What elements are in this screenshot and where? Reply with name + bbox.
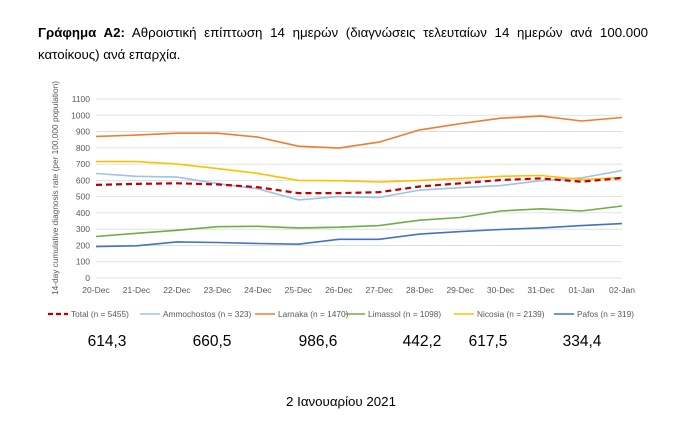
value-larnaka: 986,6 [298,333,338,350]
date-footer: 2 Ιανουαρίου 2021 [286,394,396,409]
y-tick-label: 300 [76,224,90,234]
y-tick-labels: 0 100 200 300 400 500 600 700 800 900 1000 1100 [71,94,90,283]
y-tick-label: 600 [76,175,90,185]
series-lines [95,115,623,248]
values-row: 614,3 660,5 986,6 442,2 617,5 334,4 [0,333,682,353]
legend-label: Nicosia (n = 2139) [477,309,545,319]
legend-label: Larnaka (n = 1470) [278,309,349,319]
x-tick-label: 22-Dec [163,285,191,295]
x-tick-label: 21-Dec [123,285,151,295]
legend-label: Limassol (n = 1098) [368,309,441,319]
y-tick-label: 0 [85,273,90,283]
y-tick-label: 900 [76,127,90,137]
y-tick-label: 700 [76,159,90,169]
y-tick-label: 200 [76,240,90,250]
x-tick-label: 25-Dec [285,285,313,295]
x-tick-label: 29-Dec [446,285,474,295]
caption-text: Αθροιστική επίπτωση 14 ημερών (διαγνώσει… [38,25,648,62]
value-pafos: 334,4 [562,333,602,350]
x-tick-label: 26-Dec [325,285,353,295]
value-nicosia: 617,5 [468,333,508,350]
value-limassol: 442,2 [402,333,442,350]
y-tick-label: 1000 [71,110,90,120]
y-axis-title: 14-day cumulative diagnosis rate (per 10… [50,81,60,295]
caption-label: Γράφημα Α2: [38,25,125,40]
x-tick-label: 02-Jan [609,285,635,295]
x-tick-label: 31-Dec [527,285,555,295]
x-tick-label: 30-Dec [487,285,515,295]
legend-label: Ammochostos (n = 323) [163,309,252,319]
x-tick-label: 24-Dec [244,285,272,295]
x-tick-labels: 20-Dec 21-Dec 22-Dec 23-Dec 24-Dec 25-Dec 26-D… [82,285,635,295]
x-tick-label: 28-Dec [406,285,434,295]
value-ammochostos: 660,5 [192,333,232,350]
x-tick-label: 01-Jan [569,285,595,295]
y-tick-label: 1100 [72,94,91,104]
legend-label: Total (n = 5455) [71,309,129,319]
series-line-1 [95,169,623,201]
y-tick-label: 800 [76,143,90,153]
y-tick-label: 100 [76,257,90,267]
y-tick-label: 500 [76,192,90,202]
y-tick-label: 400 [76,208,90,218]
value-total: 614,3 [87,333,127,350]
chart-caption: Γράφημα Α2: Αθροιστική επίπτωση 14 ημερώ… [38,22,648,66]
series-line-5 [95,222,623,248]
x-tick-label: 27-Dec [366,285,394,295]
series-line-3 [95,205,623,238]
x-tick-label: 20-Dec [82,285,110,295]
grid-lines [96,98,622,279]
series-line-2 [95,115,623,149]
series-line-0 [95,176,623,195]
legend: Total (n = 5455) Ammochostos (n = 323) Lar… [48,309,634,319]
legend-label: Pafos (n = 319) [577,309,634,319]
series-line-4 [96,160,623,183]
x-tick-label: 23-Dec [204,285,232,295]
